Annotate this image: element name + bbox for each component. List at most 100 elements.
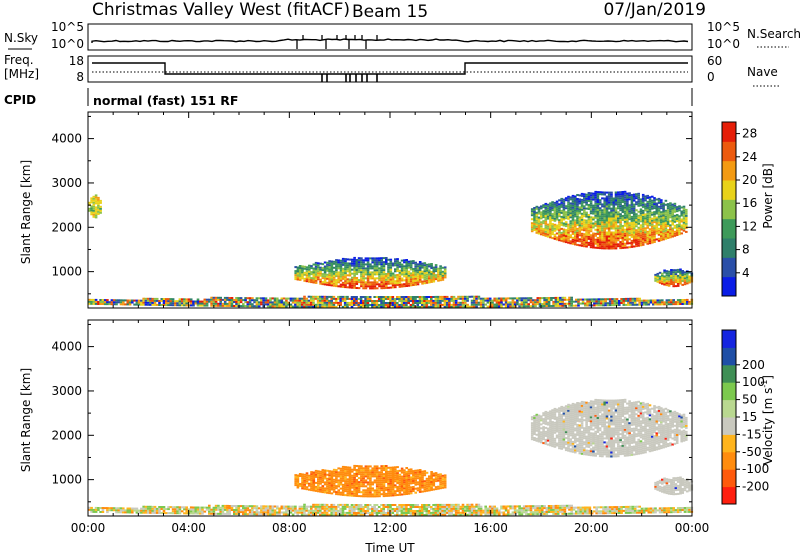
velocity-echo-cell [551,435,554,438]
power-echo-cell [405,298,408,300]
power-echo-cell [628,232,631,235]
power-echo-cell [133,303,136,306]
velocity-echo-cell [371,487,374,490]
velocity-echo-cell [348,482,352,485]
power-echo-cell [621,244,625,247]
power-echo-cell [355,283,359,285]
velocity-echo-cell [603,429,606,432]
power-echo-cell [651,199,654,202]
power-echo-cell [128,299,132,302]
power-echo-cell [641,205,645,208]
velocity-echo-cell [551,441,554,444]
power-echo-cell [646,218,649,221]
power-echo-cell [555,238,559,241]
power-echo-cell [364,281,368,284]
power-echo-cell [513,305,517,308]
velocity-echo-cell [353,482,356,485]
power-echo-cell [466,297,469,300]
power-echo-cell [686,280,689,283]
power-echo-cell [355,261,359,263]
power-echo-cell [545,297,549,299]
velocity-echo-cell [326,487,329,490]
power-echo-cell [590,304,594,307]
power-echo-cell [536,301,540,304]
power-echo-cell [611,300,614,303]
power-echo-cell [594,204,597,207]
power-echo-cell [612,197,616,200]
velocity-echo-cell [583,431,586,434]
velocity-echo-cell [571,450,575,453]
power-echo-cell [567,241,570,244]
power-echo-cell [597,298,601,301]
power-echo-cell [562,240,566,243]
power-echo-cell [459,303,463,306]
power-echo-cell [632,229,636,232]
power-echo-cell [314,305,318,308]
power-echo-cell [443,266,447,269]
power-echo-cell [328,268,331,271]
power-echo-cell [648,204,652,207]
power-echo-cell [626,210,629,213]
power-echo-cell [660,237,663,240]
power-echo-cell [308,270,311,273]
power-echo-cell [305,274,309,277]
power-echo-cell [571,214,575,217]
power-echo-cell [430,301,433,304]
velocity-echo-cell [362,471,365,474]
power-echo-cell [653,203,656,206]
velocity-echo-cell [332,472,336,475]
velocity-echo-cell [355,469,359,471]
power-echo-cell [587,243,591,246]
power-echo-cell [590,298,594,301]
velocity-echo-cell [439,485,442,488]
power-echo-cell [296,270,300,273]
power-echo-cell [380,265,383,268]
power-echo-cell [621,191,625,193]
power-echo-cell [353,280,356,283]
velocity-echo-cell [323,483,327,486]
power-echo-cell [614,201,618,204]
power-echo-cell [314,271,318,274]
velocity-echo-cell [310,487,313,490]
velocity-echo-cell [558,443,561,446]
power-echo-cell [683,299,687,301]
power-echo-cell [651,227,654,230]
power-echo-cell [414,300,417,302]
velocity-echo-cell [592,454,595,457]
velocity-echo-cell [421,470,424,473]
power-echo-cell [619,197,622,200]
power-echo-cell [617,221,620,224]
power-echo-cell [578,210,582,213]
power-echo-cell [614,235,618,238]
power-echo-cell [237,301,241,304]
velocity-echo-cell [371,473,374,476]
power-echo-cell [364,267,368,270]
power-echo-cell [294,297,297,300]
velocity-echo-cell [562,430,566,433]
velocity-echo-cell [312,477,316,480]
velocity-echo-cell [594,438,597,441]
power-echo-cell [248,299,252,302]
power-echo-cell [646,226,649,229]
power-echo-cell [158,302,161,304]
power-echo-cell [300,305,304,308]
velocity-echo-cell [567,405,570,408]
power-echo-cell [585,243,588,246]
power-echo-cell [335,259,338,262]
power-echo-cell [384,296,388,298]
power-echo-cell [375,267,379,270]
power-echo-cell [473,295,476,298]
power-echo-cell [593,300,596,303]
power-echo-cell [92,298,96,301]
power-echo-cell [542,214,545,217]
power-echo-cell [533,221,536,223]
velocity-echo-cell [587,412,591,414]
power-echo-cell [627,301,630,304]
power-echo-cell [558,209,561,212]
power-echo-cell [423,280,427,283]
power-echo-cell [280,301,284,304]
power-echo-cell [185,300,188,303]
power-echo-cell [425,300,429,302]
power-echo-cell [569,214,572,217]
velocity-echo-cell [571,436,575,439]
